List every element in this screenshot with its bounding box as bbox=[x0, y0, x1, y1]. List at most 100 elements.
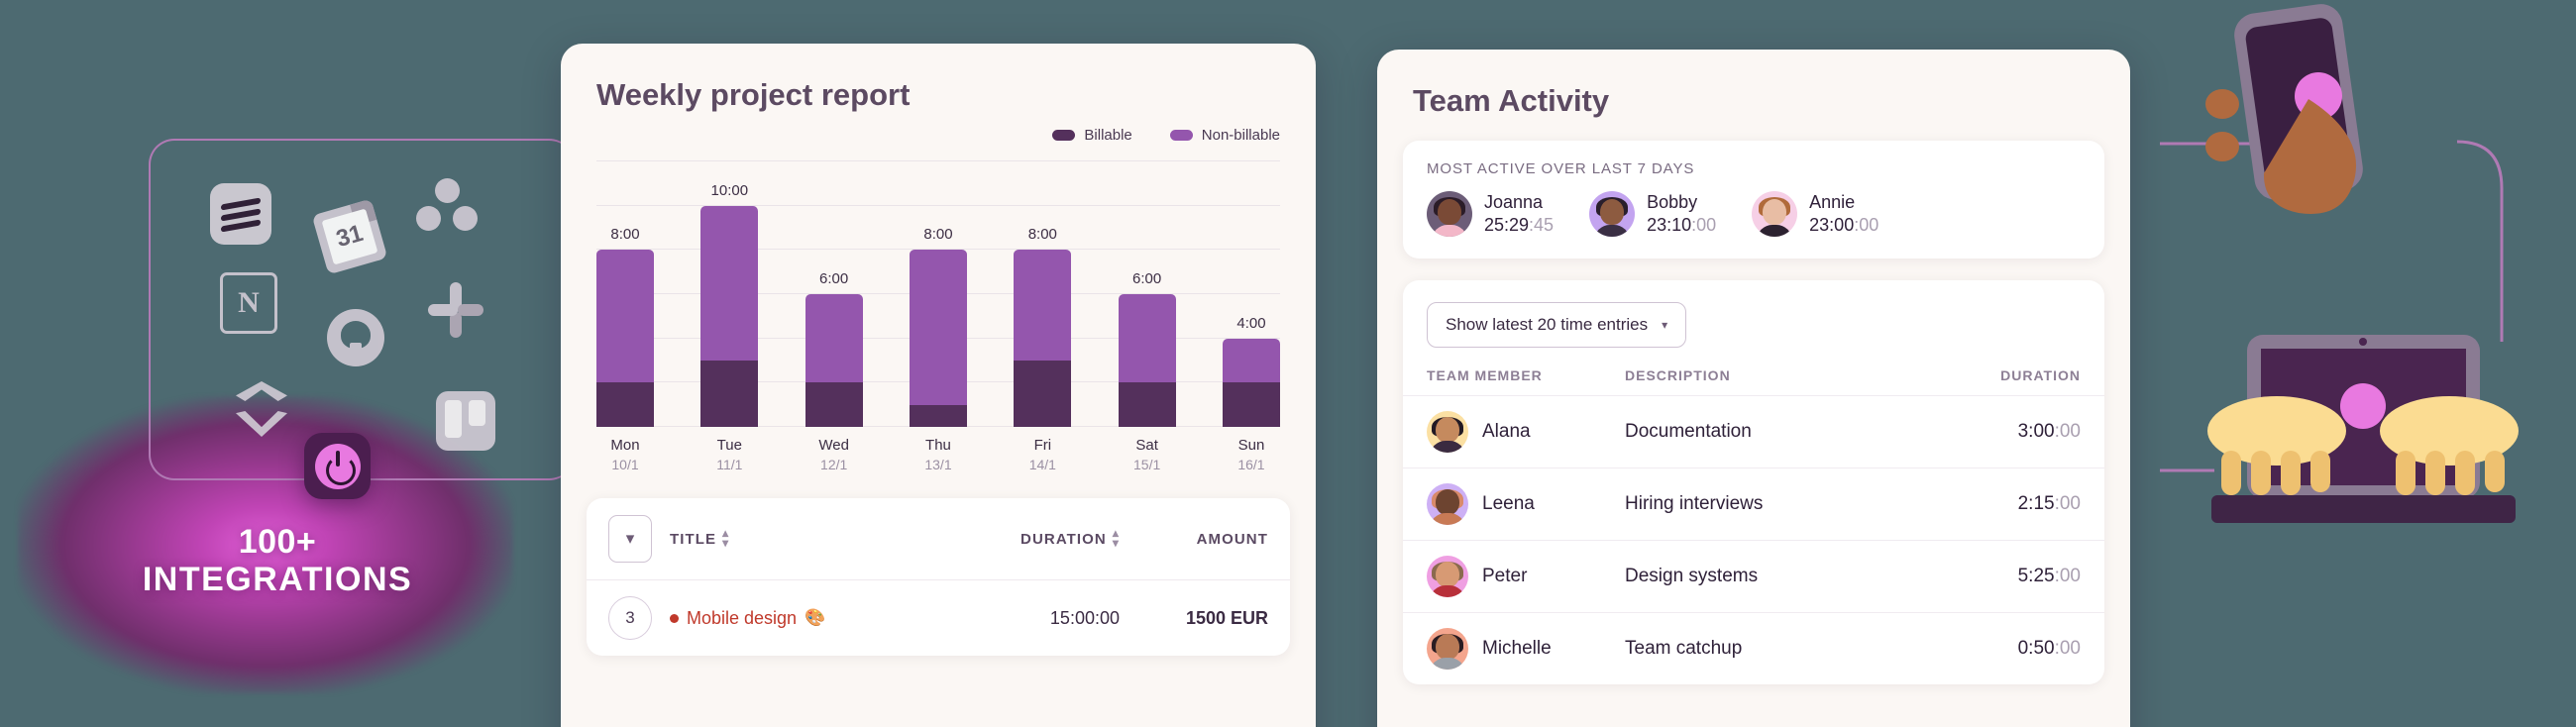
todoist-icon bbox=[210, 183, 271, 245]
time-entries-panel: Show latest 20 time entries ▾ TEAM MEMBE… bbox=[1403, 280, 2104, 684]
table-row[interactable]: Leena Hiring interviews 2:15:00 bbox=[1403, 467, 2104, 540]
bar-column[interactable]: 6:00 bbox=[1118, 270, 1176, 427]
github-icon bbox=[327, 309, 384, 366]
bar-column[interactable]: 4:00 bbox=[1222, 314, 1280, 427]
bar-stack bbox=[700, 205, 759, 427]
gridline bbox=[596, 160, 1280, 161]
bar-column[interactable]: 10:00 bbox=[700, 181, 759, 427]
right-hand bbox=[2380, 396, 2519, 466]
bar-segment-billable bbox=[1222, 382, 1280, 427]
project-emoji: 🎨 bbox=[805, 608, 826, 627]
bar-segment-nonbillable bbox=[909, 250, 967, 405]
chevron-down-icon[interactable]: ▾ bbox=[608, 515, 652, 563]
person-name: Bobby bbox=[1647, 192, 1698, 212]
avatar-body bbox=[1430, 513, 1465, 525]
row-amount: 1500 EUR bbox=[1185, 607, 1268, 628]
bar-segment-billable bbox=[1014, 361, 1072, 427]
sort-icon-title[interactable]: ▴ ▾ bbox=[722, 526, 730, 550]
bar-stack bbox=[909, 250, 967, 427]
laptop-base bbox=[2211, 495, 2516, 523]
avatar bbox=[1427, 483, 1468, 525]
right-finger-3 bbox=[2455, 451, 2475, 495]
cell-description: Hiring interviews bbox=[1625, 493, 1764, 514]
avatar bbox=[1427, 191, 1472, 237]
person-duration: 23:00:00 bbox=[1809, 215, 1879, 235]
axis-day: Mon bbox=[610, 437, 640, 454]
bar-segment-billable bbox=[1118, 382, 1176, 427]
cell-duration: 2:15:00 bbox=[2017, 493, 2081, 514]
integrations-caption: 100+ INTEGRATIONS bbox=[0, 523, 555, 598]
cell-duration: 0:50:00 bbox=[2017, 638, 2081, 659]
left-finger-3 bbox=[2281, 451, 2301, 495]
most-active-person[interactable]: Joanna 25:29:45 bbox=[1427, 191, 1554, 237]
bar-total-label: 4:00 bbox=[1236, 314, 1266, 332]
axis-date: 14/1 bbox=[1028, 457, 1056, 472]
column-header-duration: DURATION bbox=[1020, 530, 1107, 548]
integrations-glow bbox=[18, 396, 513, 693]
axis-tick: Thu 13/1 bbox=[910, 437, 967, 472]
table-row[interactable]: 3 Mobile design 🎨 15:00:00 1500 EUR bbox=[587, 580, 1290, 656]
axis-tick: Sun 16/1 bbox=[1223, 437, 1280, 472]
most-active-label: MOST ACTIVE OVER LAST 7 DAYS bbox=[1427, 160, 1695, 177]
gridline bbox=[596, 204, 1280, 206]
bar-segment-nonbillable bbox=[596, 250, 654, 383]
axis-date: 10/1 bbox=[611, 457, 639, 472]
table-row[interactable]: Peter Design systems 5:25:00 bbox=[1403, 540, 2104, 612]
avatar-body bbox=[1430, 658, 1465, 670]
avatar-face bbox=[1436, 489, 1459, 516]
cell-team-member: Leena bbox=[1427, 483, 1625, 525]
avatar-body bbox=[1430, 441, 1465, 453]
axis-day: Wed bbox=[818, 437, 849, 454]
bar-stack bbox=[805, 294, 863, 427]
gridline bbox=[596, 249, 1280, 251]
right-finger-2 bbox=[2425, 451, 2445, 495]
table-row[interactable]: Michelle Team catchup 0:50:00 bbox=[1403, 612, 2104, 684]
thumb bbox=[2263, 99, 2357, 214]
axis-day: Sun bbox=[1237, 437, 1265, 454]
finger-1 bbox=[2205, 89, 2239, 119]
bar-chart: 8:00 10:00 6:00 8:00 8:00 6:00 4:00 bbox=[596, 160, 1280, 427]
bar-stack bbox=[1222, 338, 1280, 427]
bar-stack bbox=[1014, 250, 1072, 427]
axis-date: 11/1 bbox=[716, 457, 743, 472]
bar-total-label: 8:00 bbox=[610, 226, 640, 244]
cell-team-member: Peter bbox=[1427, 556, 1625, 597]
legend-item-billable[interactable]: Billable bbox=[1052, 127, 1132, 144]
avatar-face bbox=[1436, 417, 1459, 444]
axis-tick: Tue 11/1 bbox=[700, 437, 758, 472]
avatar-face bbox=[1438, 199, 1461, 226]
cell-description: Design systems bbox=[1625, 566, 1759, 586]
avatar-face bbox=[1436, 562, 1459, 588]
slack-icon bbox=[428, 282, 483, 338]
bar-column[interactable]: 8:00 bbox=[596, 226, 654, 427]
wire-phone-to-laptop bbox=[2456, 140, 2504, 342]
sort-icon-duration[interactable]: ▴ ▾ bbox=[1112, 526, 1120, 550]
trello-icon bbox=[436, 391, 495, 451]
most-active-person[interactable]: Bobby 23:10:00 bbox=[1589, 191, 1716, 237]
table-row[interactable]: Alana Documentation 3:00:00 bbox=[1403, 395, 2104, 467]
legend-swatch-nonbillable bbox=[1169, 130, 1193, 141]
bar-column[interactable]: 8:00 bbox=[1014, 226, 1072, 427]
column-header-team-member: TEAM MEMBER bbox=[1427, 367, 1543, 383]
toggl-power-icon[interactable] bbox=[304, 433, 371, 499]
avatar-body bbox=[1594, 225, 1631, 237]
avatar bbox=[1427, 556, 1468, 597]
most-active-person[interactable]: Annie 23:00:00 bbox=[1752, 191, 1878, 237]
devices-illustration bbox=[2150, 4, 2519, 523]
member-name: Michelle bbox=[1482, 638, 1552, 659]
bar-total-label: 10:00 bbox=[710, 181, 749, 199]
avatar-body bbox=[1430, 585, 1465, 597]
bar-column[interactable]: 6:00 bbox=[805, 270, 863, 427]
legend-item-nonbillable[interactable]: Non-billable bbox=[1169, 127, 1280, 144]
laptop-camera bbox=[2359, 338, 2367, 346]
right-finger-4 bbox=[2485, 451, 2505, 492]
bar-segment-nonbillable bbox=[1118, 294, 1176, 383]
bar-total-label: 8:00 bbox=[1027, 226, 1057, 244]
chart-bars: 8:00 10:00 6:00 8:00 8:00 6:00 4:00 bbox=[596, 161, 1280, 427]
person-name: Annie bbox=[1809, 192, 1856, 212]
bar-column[interactable]: 8:00 bbox=[909, 226, 967, 427]
avatar bbox=[1752, 191, 1798, 237]
time-entries-selector[interactable]: Show latest 20 time entries ▾ bbox=[1427, 302, 1687, 348]
entries-rows: Alana Documentation 3:00:00 Leena Hiring int… bbox=[1403, 395, 2104, 684]
bar-segment-billable bbox=[805, 382, 863, 427]
